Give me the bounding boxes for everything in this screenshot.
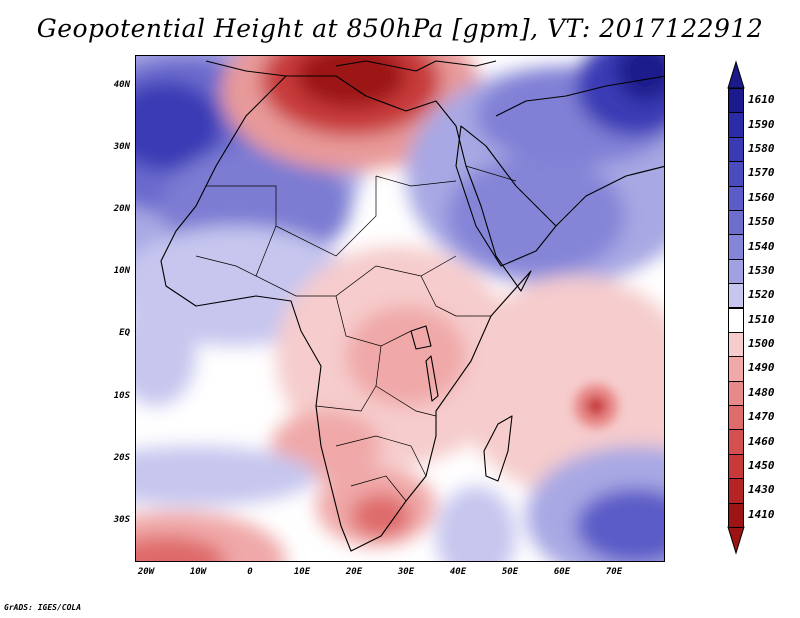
colorbar-swatch (728, 234, 744, 260)
colorbar-swatch (728, 356, 744, 382)
colorbar-label: 1550 (748, 215, 775, 229)
colorbar-swatch (728, 258, 744, 285)
colorbar-swatch (728, 453, 744, 480)
colorbar-label: 1430 (748, 483, 775, 497)
lon-tick-40e: 40E (449, 567, 467, 577)
lon-tick-50e: 50E (501, 567, 519, 577)
colorbar-swatch (728, 185, 744, 211)
colorbar-label: 1560 (748, 190, 775, 204)
lon-tick-10w: 10W (189, 567, 207, 577)
lat-tick-20n: 20N (113, 204, 130, 214)
colorbar-label: 1570 (748, 166, 775, 180)
lon-tick-60e: 60E (553, 567, 571, 577)
lon-tick-0: 0 (247, 567, 253, 577)
colorbar-label: 1480 (748, 385, 775, 399)
colorbar-swatch (728, 331, 744, 358)
colorbar-swatch (728, 112, 744, 138)
colorbar-label: 1510 (748, 312, 775, 326)
colorbar-label: 1490 (748, 361, 775, 375)
colorbar-swatch (728, 380, 744, 407)
colorbar-swatch (728, 405, 744, 431)
colorbar-swatch (728, 502, 744, 528)
colorbar-swatch (728, 88, 744, 114)
lon-tick-20w: 20W (137, 567, 155, 577)
lon-tick-10e: 10E (293, 567, 311, 577)
map-plot-area (135, 55, 665, 562)
lat-tick-10n: 10N (113, 266, 130, 276)
colorbar-label: 1590 (748, 117, 775, 131)
colorbar-swatch (728, 136, 744, 163)
colorbar-label: 1530 (748, 263, 775, 277)
colorbar-swatch (728, 429, 744, 455)
colorbar-swatch (728, 283, 744, 309)
lat-tick-eq: EQ (119, 328, 130, 338)
lat-tick-20s: 20S (113, 453, 130, 463)
colorbar-label: 1450 (748, 459, 775, 473)
colorbar-swatch (728, 307, 744, 333)
lon-tick-30e: 30E (397, 567, 415, 577)
lat-tick-40n: 40N (113, 80, 130, 90)
colorbar-label: 1500 (748, 337, 775, 351)
footer-credit: GrADS: IGES/COLA (4, 603, 82, 612)
colorbar-label: 1520 (748, 288, 775, 302)
lat-tick-30s: 30S (113, 515, 130, 525)
lat-tick-30n: 30N (113, 142, 130, 152)
map-title: Geopotential Height at 850hPa [gpm], VT:… (36, 14, 764, 43)
lat-tick-10s: 10S (113, 391, 130, 401)
colorbar-label: 1410 (748, 507, 775, 521)
colorbar-swatch (728, 478, 744, 504)
colorbar-swatch (728, 161, 744, 187)
colorbar-swatch (728, 209, 744, 236)
colorbar-label: 1610 (748, 93, 775, 107)
colorbar-label: 1540 (748, 239, 775, 253)
colorbar-label: 1470 (748, 410, 775, 424)
lon-tick-20e: 20E (345, 567, 363, 577)
colorbar-legend: 1610 1590 1580 1570 1560 1550 1540 1530 1520 1510… (722, 60, 792, 555)
lon-tick-70e: 70E (605, 567, 623, 577)
geopotential-field (136, 56, 664, 561)
colorbar-label: 1580 (748, 141, 775, 155)
colorbar-label: 1460 (748, 434, 775, 448)
